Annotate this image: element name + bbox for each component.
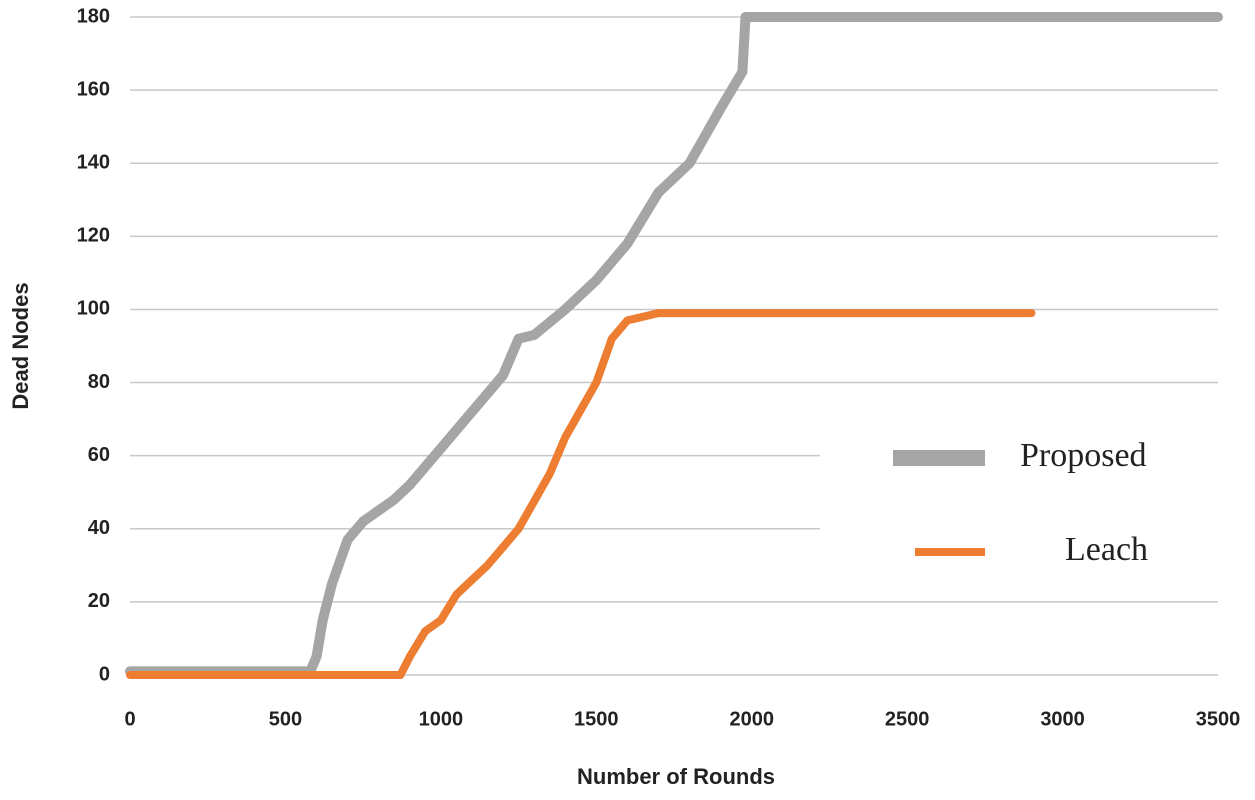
data-line [126,309,1036,679]
legend-box [820,420,1218,600]
x-tick-label: 2500 [885,708,930,730]
x-tick-label: 500 [269,708,302,730]
y-tick-label: 120 [77,225,110,247]
y-tick-label: 80 [88,371,110,393]
y-tick-label: 40 [88,517,110,539]
x-tick-label: 3500 [1196,708,1241,730]
x-tick-label: 1500 [574,708,619,730]
x-axis-title: Number of Rounds [577,764,775,789]
y-tick-label: 180 [77,5,110,27]
y-tick-label: 0 [99,663,110,685]
x-tick-label: 3000 [1040,708,1085,730]
y-tick-label: 20 [88,590,110,612]
y-axis-title: Dead Nodes [8,282,33,409]
legend-label: Proposed [1020,437,1147,474]
x-tick-label: 1000 [419,708,464,730]
y-tick-label: 140 [77,152,110,174]
y-tick-label: 160 [77,78,110,100]
legend-label: Leach [1065,531,1148,568]
y-tick-label: 60 [88,444,110,466]
x-tick-label: 0 [124,708,135,730]
x-tick-label: 2000 [729,708,774,730]
data-line [125,12,1223,677]
y-tick-label: 100 [77,298,110,320]
